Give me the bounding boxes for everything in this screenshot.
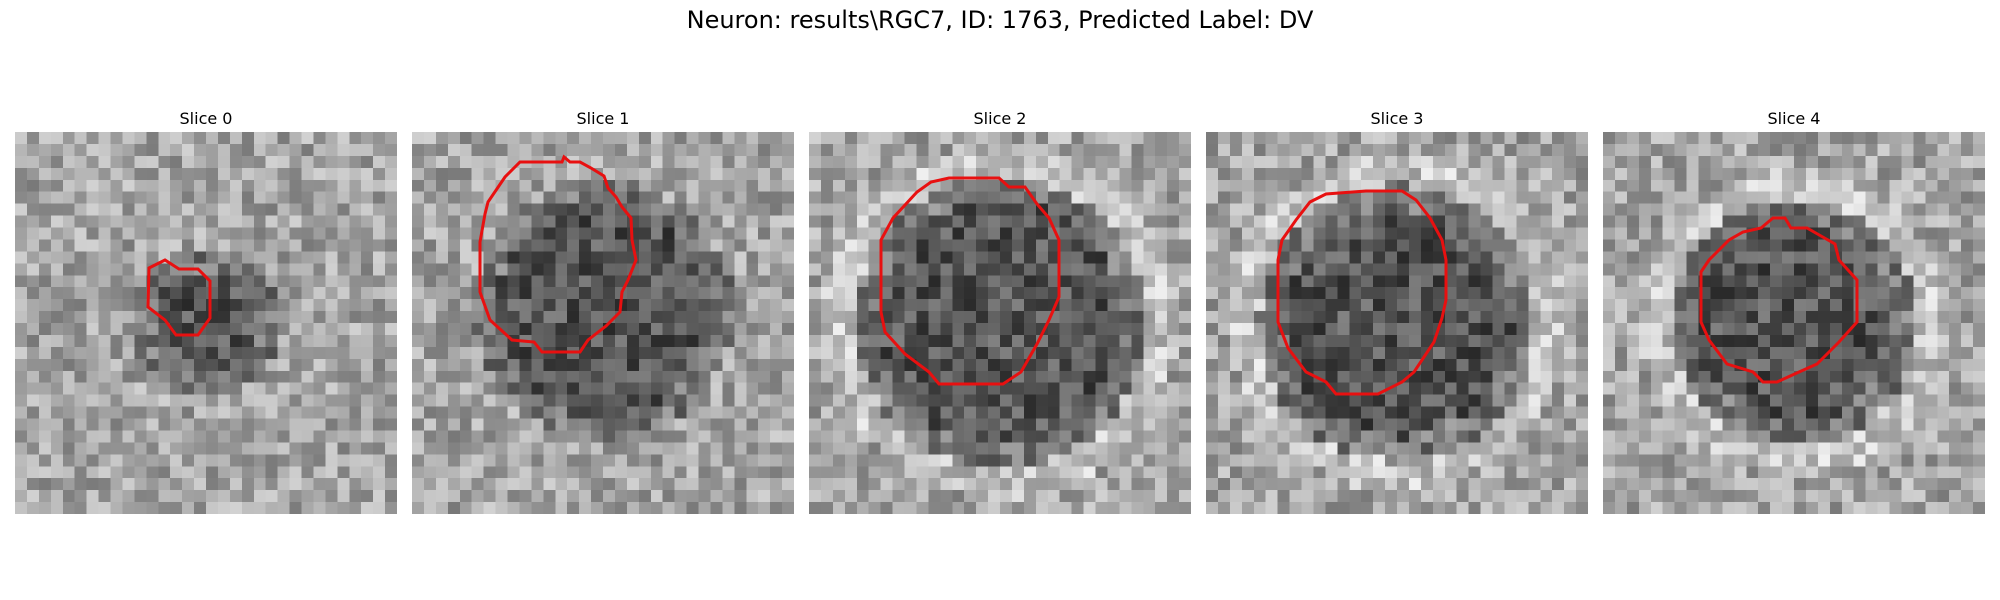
slice-title: Slice 4 — [1767, 109, 1821, 128]
slice-title: Slice 3 — [1370, 109, 1424, 128]
slice-title: Slice 2 — [973, 109, 1027, 128]
slice-image — [1206, 132, 1588, 514]
contour-outline — [879, 176, 1061, 386]
figure-title: Neuron: results\RGC7, ID: 1763, Predicte… — [686, 6, 1314, 34]
slice-panel-4: Slice 4 — [1603, 106, 1985, 514]
cell-contour — [1699, 216, 1859, 384]
slice-image — [809, 132, 1191, 514]
contour-outline — [1276, 189, 1448, 396]
contour-outline — [478, 154, 638, 354]
slice-image — [412, 132, 794, 514]
slice-image — [1603, 132, 1985, 514]
slice-title: Slice 1 — [576, 109, 630, 128]
slice-title: Slice 0 — [179, 109, 233, 128]
slice-panel-0: Slice 0 — [15, 106, 397, 514]
slice-panel-1: Slice 1 — [412, 106, 794, 514]
cell-contour — [478, 154, 638, 354]
cell-contour — [879, 176, 1061, 386]
slice-panel-3: Slice 3 — [1206, 106, 1588, 514]
contour-outline — [146, 258, 212, 337]
contour-outline — [1699, 216, 1859, 384]
slice-panel-2: Slice 2 — [809, 106, 1191, 514]
cell-contour — [1276, 189, 1448, 396]
cell-contour — [146, 258, 212, 337]
